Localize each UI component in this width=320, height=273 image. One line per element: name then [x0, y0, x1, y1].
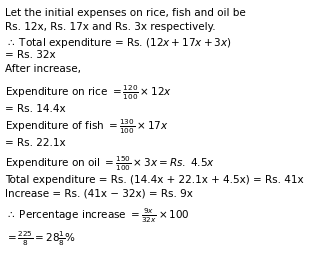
- Text: Expenditure of fish $=\frac{130}{100}\times 17x$: Expenditure of fish $=\frac{130}{100}\ti…: [5, 118, 169, 136]
- Text: After increase,: After increase,: [5, 64, 81, 74]
- Text: $\therefore$ Total expenditure = Rs. $(12x + 17x + 3x)$: $\therefore$ Total expenditure = Rs. $(1…: [5, 36, 232, 50]
- Text: = Rs. 32x: = Rs. 32x: [5, 50, 56, 60]
- Text: $=\frac{225}{8}=28\frac{1}{8}\%$: $=\frac{225}{8}=28\frac{1}{8}\%$: [5, 230, 76, 248]
- Text: = Rs. 14.4x: = Rs. 14.4x: [5, 104, 66, 114]
- Text: = Rs. 22.1x: = Rs. 22.1x: [5, 138, 66, 148]
- Text: Expenditure on oil $=\frac{150}{100}\times 3x = Rs.\ 4.5x$: Expenditure on oil $=\frac{150}{100}\tim…: [5, 155, 215, 173]
- Text: $\therefore$ Percentage increase $=\frac{9x}{32x}\times 100$: $\therefore$ Percentage increase $=\frac…: [5, 207, 190, 225]
- Text: Rs. 12x, Rs. 17x and Rs. 3x respectively.: Rs. 12x, Rs. 17x and Rs. 3x respectively…: [5, 22, 216, 32]
- Text: Let the initial expenses on rice, fish and oil be: Let the initial expenses on rice, fish a…: [5, 8, 246, 18]
- Text: Increase = Rs. (41x − 32x) = Rs. 9x: Increase = Rs. (41x − 32x) = Rs. 9x: [5, 189, 193, 199]
- Text: Total expenditure = Rs. (14.4x + 22.1x + 4.5x) = Rs. 41x: Total expenditure = Rs. (14.4x + 22.1x +…: [5, 175, 304, 185]
- Text: Expenditure on rice $=\frac{120}{100}\times 12x$: Expenditure on rice $=\frac{120}{100}\ti…: [5, 84, 172, 102]
